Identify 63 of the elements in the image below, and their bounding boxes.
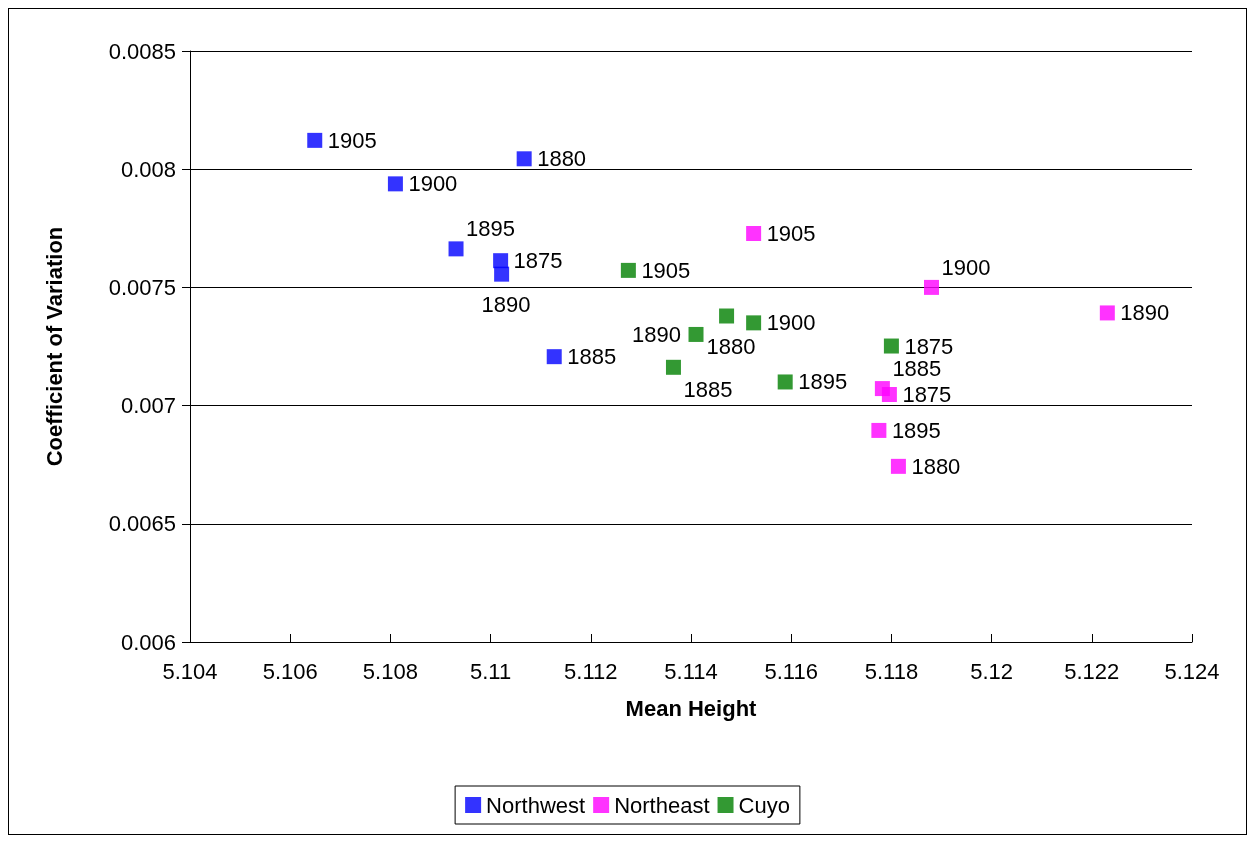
point — [493, 253, 509, 269]
point — [494, 266, 510, 282]
point — [777, 374, 793, 390]
annotation: 1885 — [683, 376, 733, 402]
annotation: 1875 — [902, 381, 952, 407]
x-tick-label: 5.116 — [764, 658, 818, 684]
point — [746, 315, 762, 331]
annotation: 1890 — [632, 321, 681, 347]
y-tick-label: 0.006 — [120, 629, 176, 655]
annotation: 1895 — [798, 369, 848, 395]
point — [688, 326, 704, 342]
point — [746, 226, 762, 241]
x-tick-label: 5.114 — [664, 658, 718, 684]
y-tick-label: 0.0065 — [108, 511, 176, 537]
x-tick-label: 5.112 — [564, 658, 618, 684]
y-axis-title: Coefficient of Variation — [41, 226, 67, 467]
annotation: 1905 — [327, 127, 377, 153]
annotation: 1900 — [766, 310, 816, 336]
point — [665, 359, 681, 375]
point — [546, 349, 562, 365]
point — [516, 151, 532, 167]
annotation: 1885 — [567, 344, 617, 370]
x-tick-label: 5.122 — [1064, 658, 1120, 684]
point — [923, 279, 939, 295]
point — [881, 386, 897, 402]
annotation: 1880 — [706, 333, 756, 359]
point — [883, 338, 899, 354]
legend-label: Northwest — [486, 792, 586, 818]
annotation: 1880 — [911, 453, 961, 479]
point — [620, 262, 636, 278]
legend-label: Northeast — [614, 792, 710, 818]
annotation: 1895 — [891, 417, 941, 443]
point — [307, 132, 323, 148]
point — [448, 241, 464, 257]
point — [387, 176, 403, 192]
annotation: 1905 — [641, 257, 691, 283]
x-tick-label: 5.11 — [470, 658, 512, 684]
point — [1099, 305, 1115, 321]
y-tick-label: 0.0085 — [108, 38, 176, 64]
x-tick-label: 5.104 — [162, 658, 218, 684]
annotation: 1885 — [892, 356, 942, 382]
legend-label: Cuyo — [738, 792, 790, 818]
annotation: 1900 — [941, 254, 991, 280]
annotation: 1890 — [1120, 300, 1170, 326]
point — [871, 422, 887, 438]
x-axis-title: Mean Height — [625, 695, 758, 721]
annotation: 1875 — [513, 248, 563, 274]
point — [719, 308, 735, 324]
y-tick-label: 0.0075 — [108, 274, 176, 300]
annotation: 1895 — [466, 216, 515, 242]
annotation: 1875 — [904, 333, 954, 359]
annotation: 1890 — [481, 291, 531, 317]
point — [890, 458, 906, 474]
annotation: 1900 — [408, 171, 458, 197]
x-tick-label: 5.106 — [262, 658, 318, 684]
x-tick-label: 5.12 — [970, 658, 1014, 684]
x-tick-label: 5.108 — [362, 658, 418, 684]
y-tick-label: 0.008 — [120, 156, 176, 182]
annotation: 1905 — [766, 221, 816, 246]
x-tick-label: 5.118 — [864, 658, 919, 684]
x-tick-label: 5.124 — [1164, 658, 1220, 684]
y-tick-label: 0.007 — [120, 393, 176, 419]
annotation: 1880 — [537, 146, 587, 172]
